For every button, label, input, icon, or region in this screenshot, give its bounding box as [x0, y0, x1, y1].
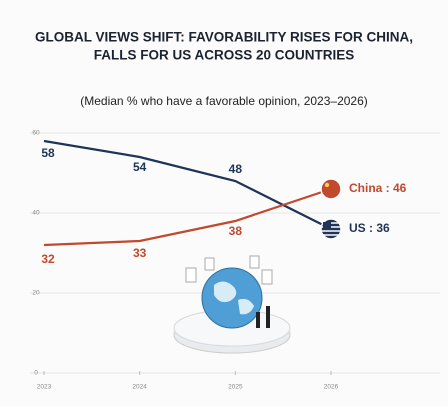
x-tick-label: 2024: [132, 384, 147, 391]
flag-marker: [320, 218, 342, 240]
data-label: 33: [133, 246, 147, 260]
data-label: 32: [41, 252, 55, 266]
end-label: China : 46: [349, 181, 407, 195]
line-series: [43, 187, 332, 247]
flag-circle: [320, 178, 342, 200]
chart-title: FALLS FOR US ACROSS 20 COUNTRIES: [94, 48, 355, 63]
x-tick-label: 2023: [37, 384, 52, 391]
chart-subtitle: (Median % who have a favorable opinion, …: [80, 94, 368, 108]
y-tick-label: 20: [32, 290, 40, 297]
flag-marker: [320, 178, 342, 200]
data-label: 54: [133, 160, 147, 174]
data-label: 58: [41, 146, 55, 160]
x-tick-label: 2026: [324, 384, 339, 391]
y-tick-label: 0: [34, 370, 38, 377]
flag-star: [324, 182, 330, 188]
chart-title: GLOBAL VIEWS SHIFT: FAVORABILITY RISES F…: [35, 30, 413, 45]
x-tick-label: 2025: [228, 384, 243, 391]
end-label: US : 36: [349, 221, 390, 235]
data-label: 48: [229, 162, 243, 176]
y-tick-label: 40: [32, 210, 40, 217]
y-tick-label: 60: [32, 130, 40, 137]
data-label: 38: [229, 224, 243, 238]
flag-canton: [323, 222, 331, 229]
globe-illustration: [173, 255, 291, 354]
